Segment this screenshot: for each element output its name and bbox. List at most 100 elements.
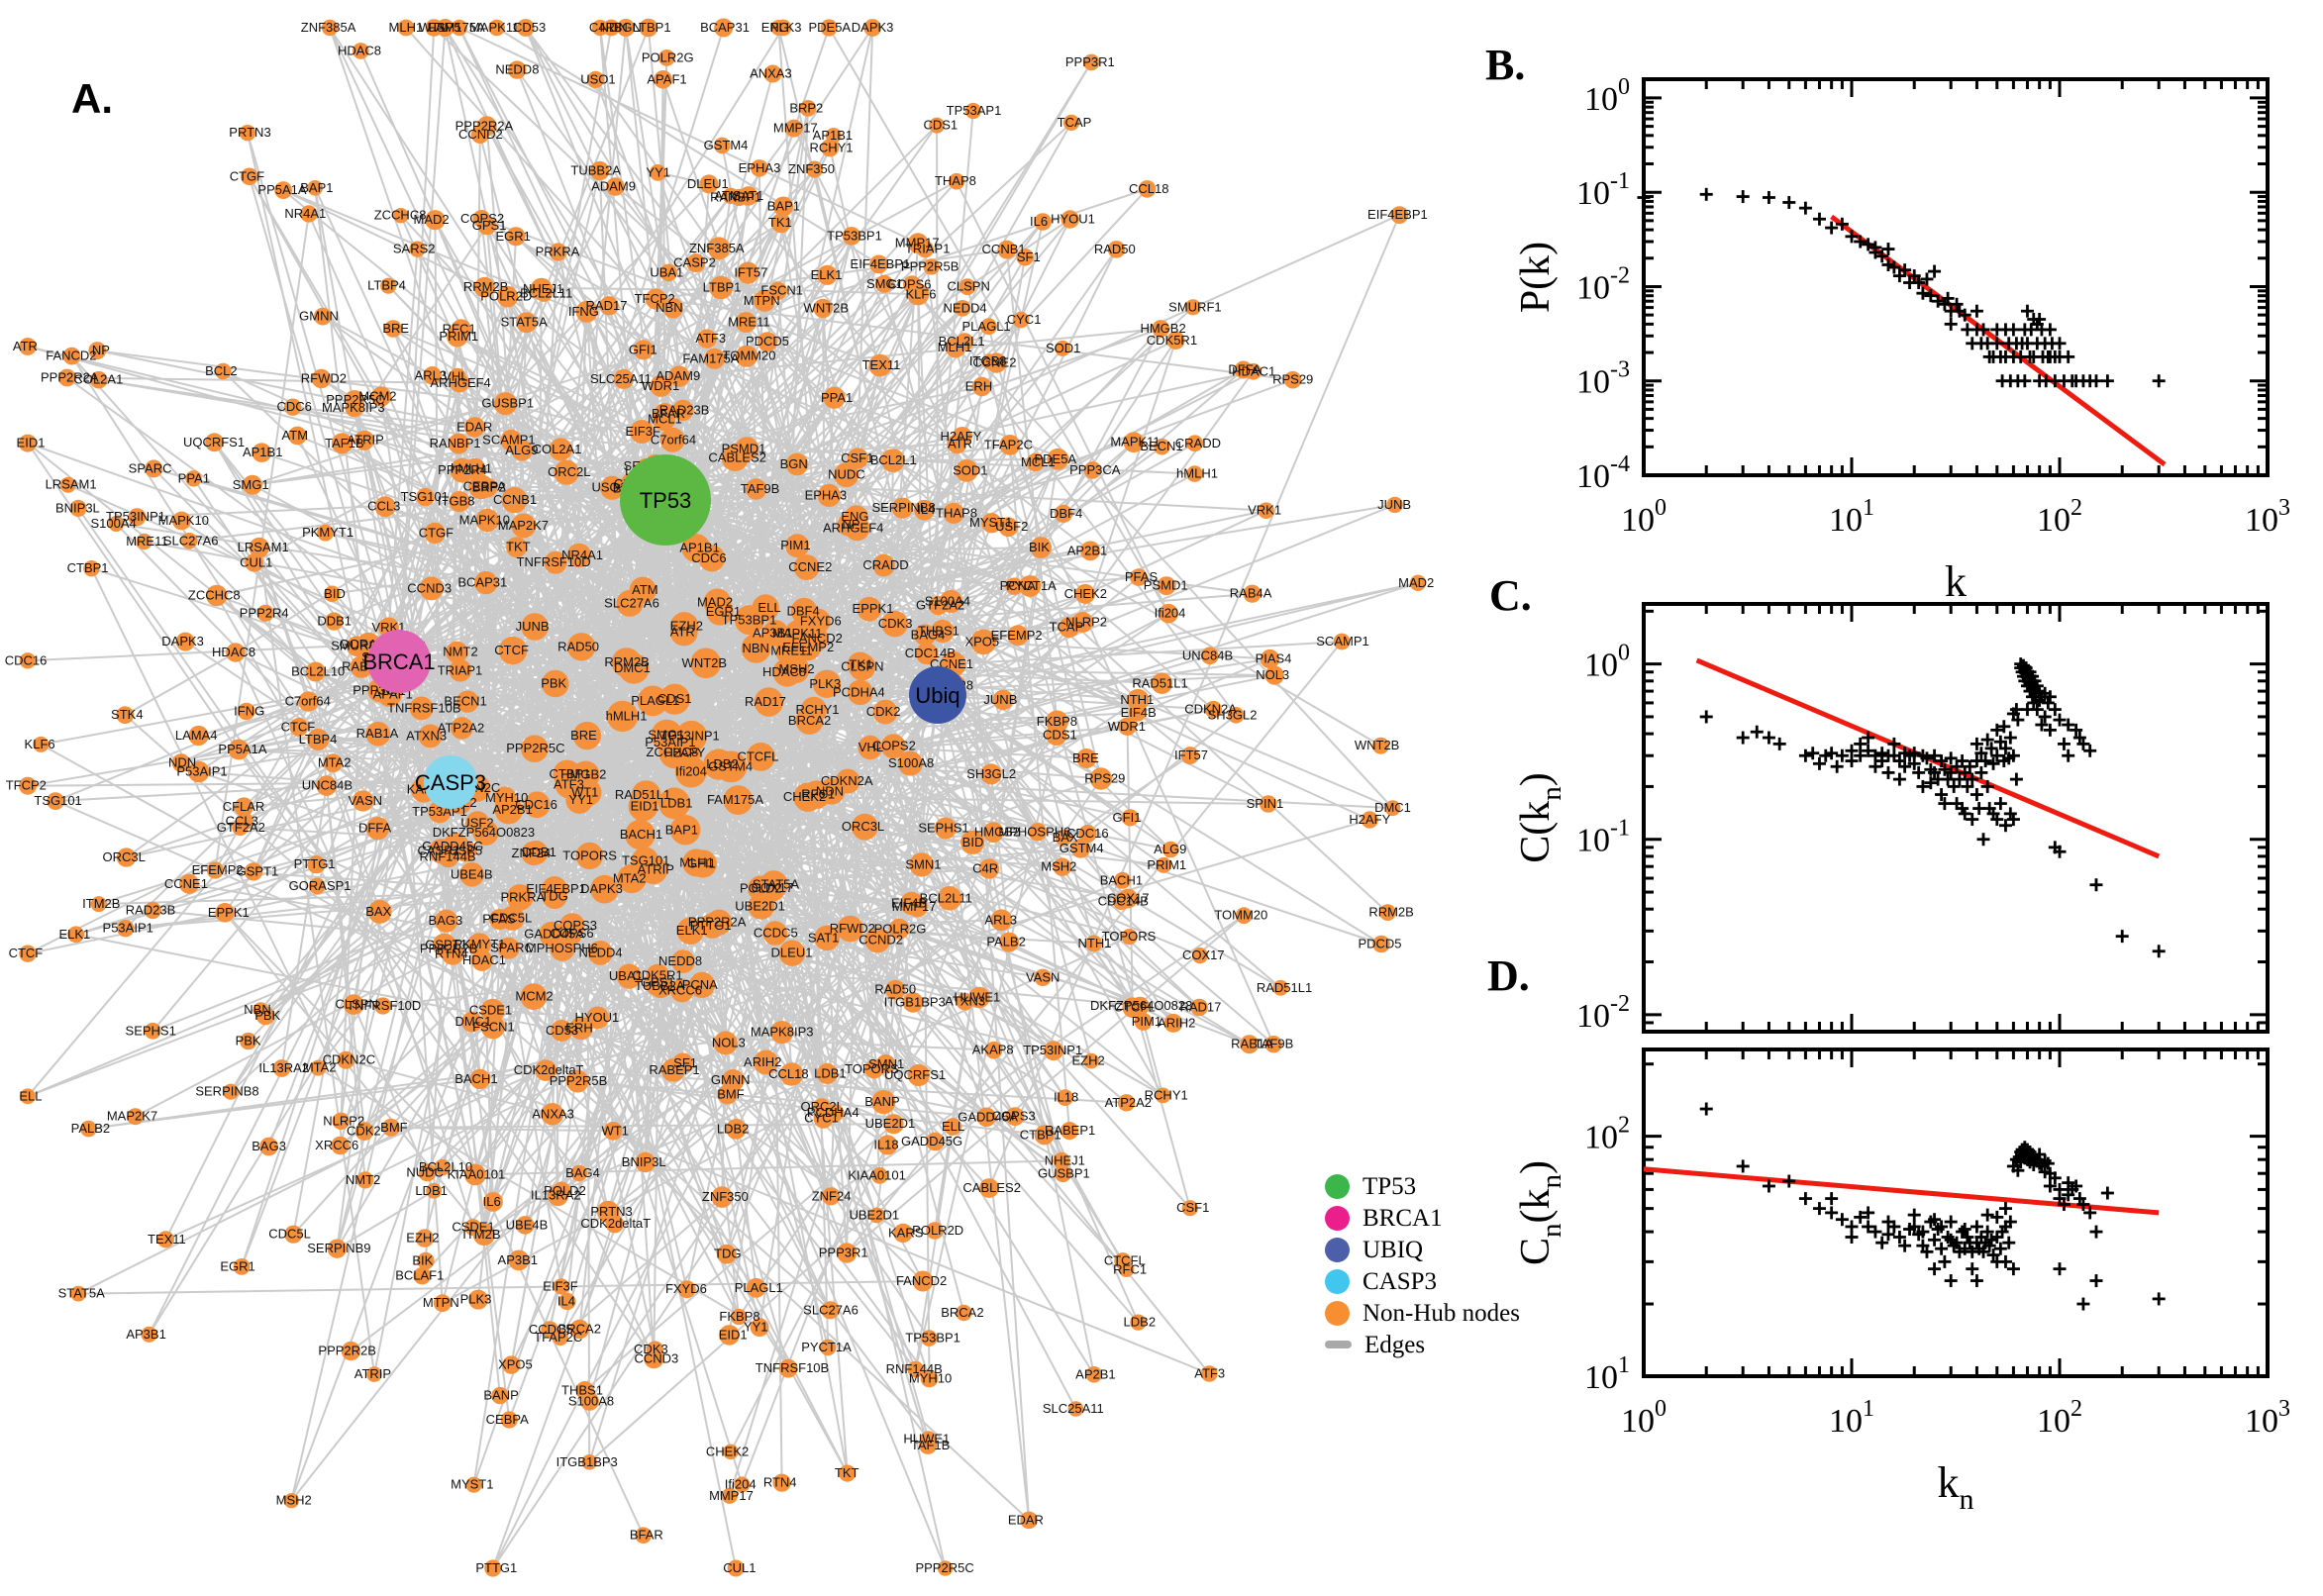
network-node-label: SF1	[673, 1055, 697, 1070]
network-node-label: PP5A1A	[218, 742, 266, 756]
network-node-label: WT1	[601, 1123, 628, 1138]
network-edge	[556, 634, 927, 1197]
network-node	[970, 629, 996, 655]
y-tick-label: 10-1	[1576, 816, 1630, 859]
network-node-label: RAB4A	[1230, 586, 1272, 601]
network-edge	[398, 457, 859, 662]
network-node-label: ARL3	[415, 367, 448, 382]
network-node-label: VASN	[349, 793, 382, 808]
legend-label: CASP3	[1363, 1267, 1438, 1295]
network-node	[305, 661, 326, 682]
network-node-label: BCL2	[205, 363, 238, 378]
network-node-label: WNT2B	[1355, 738, 1400, 752]
network-edge	[353, 1003, 436, 1192]
network-edge	[124, 651, 237, 717]
x-tick-label: 103	[2245, 495, 2290, 539]
network-node-label: CTBP1	[67, 560, 109, 575]
network-edge	[70, 354, 452, 783]
network-node-label: WNT2B	[804, 301, 850, 316]
network-node-label: RPS29	[1272, 372, 1313, 387]
network-edge	[491, 1009, 599, 1019]
network-node	[747, 743, 775, 771]
network-edge	[647, 27, 684, 412]
network-node-label: NHEJ1	[1045, 1152, 1085, 1167]
network-node-label: BRE	[382, 321, 409, 336]
network-node	[456, 690, 479, 713]
network-edge	[197, 581, 487, 773]
network-edge	[504, 797, 563, 1032]
network-node-label: YY1	[646, 164, 670, 179]
network-node	[551, 1020, 573, 1042]
network-node	[794, 634, 822, 661]
network-node-label: PDCD5	[1358, 937, 1401, 951]
network-node-label: IFNG	[234, 704, 264, 719]
network-edge	[429, 515, 858, 738]
network-node	[459, 862, 484, 887]
network-node-label: FAM175A	[707, 792, 763, 807]
network-node-label: MLH1	[389, 20, 424, 35]
plot-frame	[1642, 77, 2270, 477]
network-node-label: TP53BP1	[905, 1331, 960, 1346]
network-edge	[790, 522, 993, 1075]
fit-line	[1643, 1166, 2160, 1216]
network-node	[628, 791, 658, 822]
network-edge	[252, 561, 364, 802]
x-tick-label: 102	[2037, 1396, 2082, 1440]
network-node-label: TKT	[835, 1465, 859, 1480]
network-node-label: AP3B1	[498, 1252, 538, 1267]
network-node-label: SCAMP1	[482, 433, 535, 448]
network-node-label: ATF3	[1194, 1366, 1225, 1381]
network-edge	[677, 375, 940, 607]
network-node	[688, 971, 716, 999]
network-node-label: MRE11	[728, 315, 769, 330]
network-node-label: APAF1	[647, 71, 686, 86]
network-edge	[124, 660, 400, 930]
y-axis-title: P(k)	[1513, 242, 1559, 313]
network-node-label: BRP2	[472, 480, 506, 495]
network-node	[323, 753, 343, 773]
network-node-label: DBF4	[786, 603, 819, 618]
network-node-label: C4R	[972, 860, 998, 875]
network-edge	[522, 525, 738, 1569]
network-node-label: EFEMP2	[192, 862, 244, 877]
network-node-label: BECN1	[444, 694, 486, 709]
network-edge	[443, 944, 599, 1019]
network-node-label: RCHY1	[795, 702, 839, 717]
network-node-label: SMN1	[905, 856, 941, 871]
network-node	[834, 462, 859, 488]
network-node	[480, 998, 505, 1023]
network-edge	[491, 983, 703, 1569]
network-node	[489, 909, 511, 931]
network-node-label: NLRP2	[323, 1113, 364, 1128]
network-node-label: NBN	[656, 300, 682, 315]
network-node	[847, 448, 869, 469]
network-node-label: Ifi204	[1155, 606, 1186, 621]
network-node	[521, 613, 549, 641]
network-node-label: UBE4B	[451, 866, 493, 881]
network-node-label: MCM2	[515, 989, 553, 1004]
network-node	[814, 925, 840, 951]
network-node	[454, 840, 477, 862]
hub-label-tp53: TP53	[640, 488, 692, 513]
network-node-label: BANP	[483, 1388, 518, 1403]
network-node	[590, 874, 619, 904]
network-node-label: CTGF	[419, 525, 454, 540]
network-node-label: HYOU1	[575, 1010, 620, 1025]
network-node	[785, 534, 810, 558]
network-node-label: BCL2L10	[419, 1159, 472, 1174]
network-node-label: LRSAM1	[46, 477, 97, 492]
network-node	[631, 847, 659, 875]
plot-frame	[1642, 1047, 2270, 1378]
network-node	[741, 634, 771, 663]
network-node-label: ANXA3	[750, 66, 792, 81]
network-node	[521, 735, 549, 762]
network-node-label: RAD51L1	[1257, 980, 1312, 995]
network-node	[914, 499, 935, 521]
network-node-label: EID1	[17, 436, 46, 450]
network-node-label: EIF3F	[625, 424, 659, 439]
network-node-label: DFFA	[358, 821, 392, 836]
network-edge	[77, 1280, 924, 1295]
network-node-label: RAD50	[1094, 242, 1136, 256]
network-node	[978, 858, 1000, 879]
network-node-label: ATF3	[695, 331, 726, 346]
